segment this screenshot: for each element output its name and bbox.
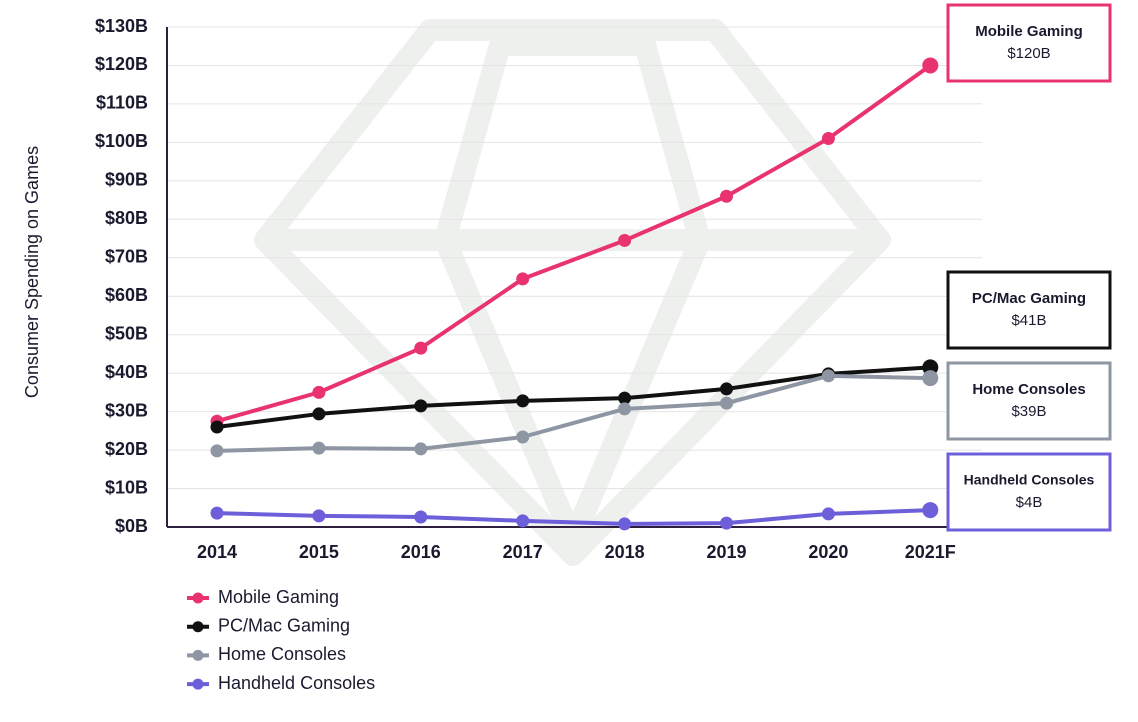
legend-dot [192, 592, 204, 604]
data-point [516, 514, 530, 528]
callout-title: Mobile Gaming [975, 23, 1083, 40]
legend-label: Home Consoles [218, 644, 346, 664]
x-tick-label: 2018 [605, 542, 645, 562]
data-point [210, 506, 224, 520]
legend-dot [192, 621, 204, 633]
data-point [414, 341, 428, 355]
data-point [312, 407, 326, 421]
y-tick-label: $120B [95, 54, 148, 74]
data-point [720, 396, 733, 410]
data-point [312, 385, 326, 399]
y-tick-label: $40B [105, 362, 148, 382]
data-point [922, 57, 939, 74]
y-tick-label: $90B [105, 170, 148, 190]
data-point [210, 444, 224, 458]
callout-title: PC/Mac Gaming [972, 290, 1086, 307]
data-point [922, 502, 939, 519]
callout-value: $120B [1007, 45, 1050, 62]
y-tick-label: $100B [95, 131, 148, 151]
x-tick-label: 2017 [503, 542, 543, 562]
data-point [821, 369, 835, 383]
y-tick-label: $80B [105, 208, 148, 228]
legend-dot [192, 649, 204, 661]
callout-value: $39B [1011, 403, 1046, 420]
x-tick-label: 2016 [401, 542, 441, 562]
y-tick-label: $0B [115, 516, 148, 536]
data-point [618, 233, 632, 247]
x-tick-label: 2014 [197, 542, 237, 562]
data-point [414, 442, 428, 456]
y-axis-label: Consumer Spending on Games [22, 146, 42, 398]
y-tick-label: $70B [105, 247, 148, 267]
callout-box [946, 270, 1112, 350]
y-tick-label: $50B [105, 323, 148, 343]
callout-box [946, 452, 1112, 532]
x-tick-label: 2020 [808, 542, 848, 562]
watermark [254, 19, 891, 566]
series-line [216, 373, 931, 453]
series-line [216, 508, 931, 526]
y-tick-label: $20B [105, 439, 148, 459]
legend-dot [192, 678, 204, 690]
data-point [312, 509, 326, 523]
data-point [720, 189, 733, 203]
data-point [821, 132, 835, 146]
series-line [216, 63, 932, 424]
callout-value: $41B [1011, 312, 1046, 329]
y-tick-label: $60B [105, 285, 148, 305]
data-point [516, 272, 530, 286]
data-point [414, 399, 428, 413]
y-tick-label: $130B [95, 16, 148, 36]
legend-label: Mobile Gaming [218, 587, 339, 607]
data-point [516, 394, 530, 408]
legend-label: Handheld Consoles [218, 673, 375, 693]
data-point [720, 382, 733, 396]
x-tick-label: 2019 [706, 542, 746, 562]
data-point [210, 420, 224, 434]
legend-label: PC/Mac Gaming [218, 615, 350, 635]
callout-value: $4B [1016, 494, 1043, 511]
data-point [821, 507, 835, 521]
data-point [414, 510, 428, 524]
y-tick-label: $30B [105, 400, 148, 420]
x-tick-label: 2015 [299, 542, 339, 562]
data-point [312, 441, 326, 455]
data-point [922, 370, 939, 387]
data-point [618, 391, 632, 405]
callout-title: Home Consoles [972, 381, 1085, 398]
series-line [216, 365, 931, 429]
y-tick-label: $110B [96, 93, 148, 113]
callout-box [946, 361, 1112, 441]
data-point [618, 402, 632, 416]
x-tick-label: 2021F [905, 542, 956, 562]
data-point [618, 517, 632, 531]
callout-box [946, 3, 1112, 83]
data-point [720, 516, 733, 530]
data-point [516, 430, 530, 444]
callout-title: Handheld Consoles [964, 472, 1095, 488]
y-tick-label: $10B [105, 477, 148, 497]
